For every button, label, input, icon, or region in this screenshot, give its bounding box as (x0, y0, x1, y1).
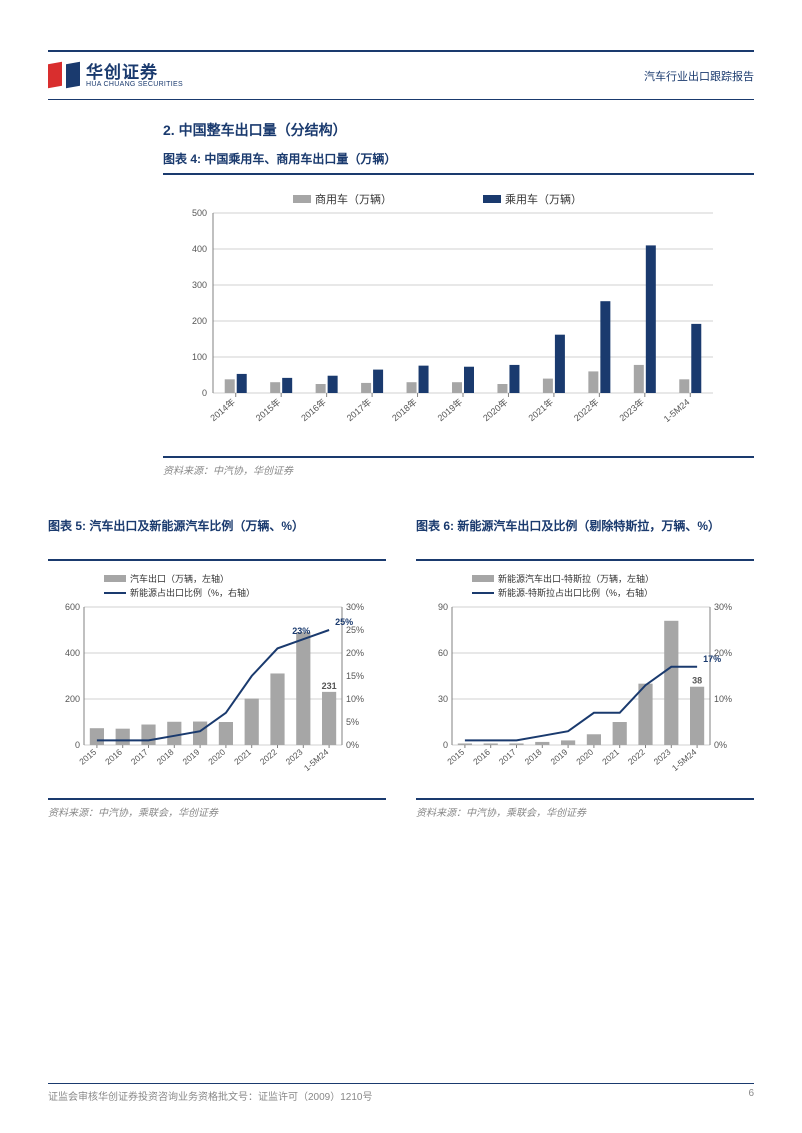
svg-text:1-5M24: 1-5M24 (662, 397, 692, 424)
footer-license: 证监会审核华创证券投资咨询业务资格批文号：证监许可（2009）1210号 (48, 1088, 373, 1103)
chart5-title: 图表 5: 汽车出口及新能源汽车比例（万辆、%） (48, 517, 386, 553)
svg-text:2019: 2019 (548, 747, 569, 767)
svg-text:17%: 17% (703, 654, 721, 664)
svg-text:400: 400 (192, 244, 207, 254)
svg-text:0%: 0% (346, 740, 359, 750)
svg-text:0%: 0% (714, 740, 727, 750)
chart4-container: 0 100 200 300 400 500 2014年 2015年 2016年 2017年 2018… (163, 173, 754, 458)
svg-text:2022年: 2022年 (571, 396, 600, 423)
svg-text:30: 30 (438, 694, 448, 704)
svg-text:新能源-特斯拉占出口比例（%，右轴）: 新能源-特斯拉占出口比例（%，右轴） (498, 587, 653, 598)
svg-text:2016: 2016 (103, 747, 124, 767)
svg-text:0: 0 (202, 388, 207, 398)
chart4-title: 图表 4: 中国乘用车、商用车出口量（万辆） (163, 150, 754, 167)
chart4-svg: 0 100 200 300 400 500 2014年 2015年 2016年 2017年 2018… (163, 183, 723, 443)
svg-text:2018: 2018 (523, 747, 544, 767)
svg-text:2019年: 2019年 (435, 396, 464, 423)
chart6-source: 资料来源：中汽协，乘联会，华创证券 (416, 804, 754, 819)
svg-text:400: 400 (65, 648, 80, 658)
svg-text:2021年: 2021年 (526, 396, 555, 423)
col-right: 图表 6: 新能源汽车出口及比例（剔除特斯拉，万辆、%） 0 30 60 90 0% 10… (416, 517, 754, 819)
logo-text-en: HUA CHUANG SECURITIES (86, 81, 183, 88)
svg-text:60: 60 (438, 648, 448, 658)
svg-text:231: 231 (322, 681, 337, 691)
chart5-container: 02004006000%5%10%15%20%25%30%20152016201… (48, 559, 386, 800)
svg-text:2020年: 2020年 (480, 396, 509, 423)
svg-text:10%: 10% (346, 694, 364, 704)
svg-text:商用车（万辆）: 商用车（万辆） (315, 192, 392, 206)
svg-text:2016: 2016 (471, 747, 492, 767)
svg-text:乘用车（万辆）: 乘用车（万辆） (505, 192, 582, 206)
svg-text:2023: 2023 (284, 747, 305, 767)
svg-text:10%: 10% (714, 694, 732, 704)
footer-page-number: 6 (748, 1088, 754, 1103)
svg-text:2015年: 2015年 (253, 396, 282, 423)
svg-text:2018年: 2018年 (390, 396, 419, 423)
svg-text:500: 500 (192, 208, 207, 218)
page-header: 华创证券 HUA CHUANG SECURITIES 汽车行业出口跟踪报告 (48, 50, 754, 100)
svg-text:新能源汽车出口-特斯拉（万辆，左轴）: 新能源汽车出口-特斯拉（万辆，左轴） (498, 573, 654, 584)
chart4-source: 资料来源：中汽协，华创证券 (163, 462, 754, 477)
svg-text:2021: 2021 (600, 747, 621, 767)
svg-text:15%: 15% (346, 671, 364, 681)
svg-text:30%: 30% (714, 602, 732, 612)
page-footer: 证监会审核华创证券投资咨询业务资格批文号：证监许可（2009）1210号 6 (48, 1083, 754, 1103)
svg-text:2019: 2019 (180, 747, 201, 767)
svg-text:0: 0 (75, 740, 80, 750)
svg-text:23%: 23% (292, 626, 310, 636)
logo-text-cn: 华创证券 (86, 64, 183, 81)
svg-text:200: 200 (65, 694, 80, 704)
svg-text:2020: 2020 (574, 747, 595, 767)
svg-text:2017: 2017 (497, 747, 518, 767)
svg-text:0: 0 (443, 740, 448, 750)
svg-text:2020: 2020 (206, 747, 227, 767)
header-report-title: 汽车行业出口跟踪报告 (644, 68, 754, 84)
svg-text:600: 600 (65, 602, 80, 612)
chart6-title: 图表 6: 新能源汽车出口及比例（剔除特斯拉，万辆、%） (416, 517, 754, 553)
svg-text:90: 90 (438, 602, 448, 612)
chart6-svg: 03060900%10%20%30%2015201620172018201920… (416, 567, 746, 787)
logo-icon (48, 61, 80, 91)
content-area: 2. 中国整车出口量（分结构） 图表 4: 中国乘用车、商用车出口量（万辆） 0… (48, 120, 754, 819)
logo: 华创证券 HUA CHUANG SECURITIES (48, 61, 183, 91)
svg-text:汽车出口（万辆，左轴）: 汽车出口（万辆，左轴） (130, 573, 229, 584)
svg-text:2016年: 2016年 (299, 396, 328, 423)
svg-text:1-5M24: 1-5M24 (670, 747, 699, 773)
svg-text:2017: 2017 (129, 747, 150, 767)
svg-text:2023年: 2023年 (617, 396, 646, 423)
svg-text:38: 38 (692, 676, 702, 686)
section-title: 2. 中国整车出口量（分结构） (163, 120, 754, 140)
svg-text:2022: 2022 (626, 747, 647, 767)
svg-text:200: 200 (192, 316, 207, 326)
svg-text:2021: 2021 (232, 747, 253, 767)
two-column-row: 图表 5: 汽车出口及新能源汽车比例（万辆、%） 02004006000%5%1… (48, 517, 754, 819)
svg-text:5%: 5% (346, 717, 359, 727)
svg-text:2018: 2018 (155, 747, 176, 767)
svg-text:2014年: 2014年 (208, 396, 237, 423)
chart6-container: 03060900%10%20%30%2015201620172018201920… (416, 559, 754, 800)
svg-text:1-5M24: 1-5M24 (302, 747, 331, 773)
col-left: 图表 5: 汽车出口及新能源汽车比例（万辆、%） 0 200 400 600 0% 5% 1… (48, 517, 386, 819)
svg-text:25%: 25% (335, 617, 353, 627)
svg-text:2015: 2015 (77, 747, 98, 767)
svg-text:300: 300 (192, 280, 207, 290)
svg-text:新能源占出口比例（%，右轴）: 新能源占出口比例（%，右轴） (130, 587, 255, 598)
svg-text:2017年: 2017年 (344, 396, 373, 423)
svg-text:20%: 20% (346, 648, 364, 658)
svg-text:30%: 30% (346, 602, 364, 612)
svg-text:2022: 2022 (258, 747, 279, 767)
chart5-svg: 02004006000%5%10%15%20%25%30%20152016201… (48, 567, 378, 787)
svg-text:2023: 2023 (652, 747, 673, 767)
svg-text:2015: 2015 (445, 747, 466, 767)
svg-text:100: 100 (192, 352, 207, 362)
chart5-source: 资料来源：中汽协，乘联会，华创证券 (48, 804, 386, 819)
